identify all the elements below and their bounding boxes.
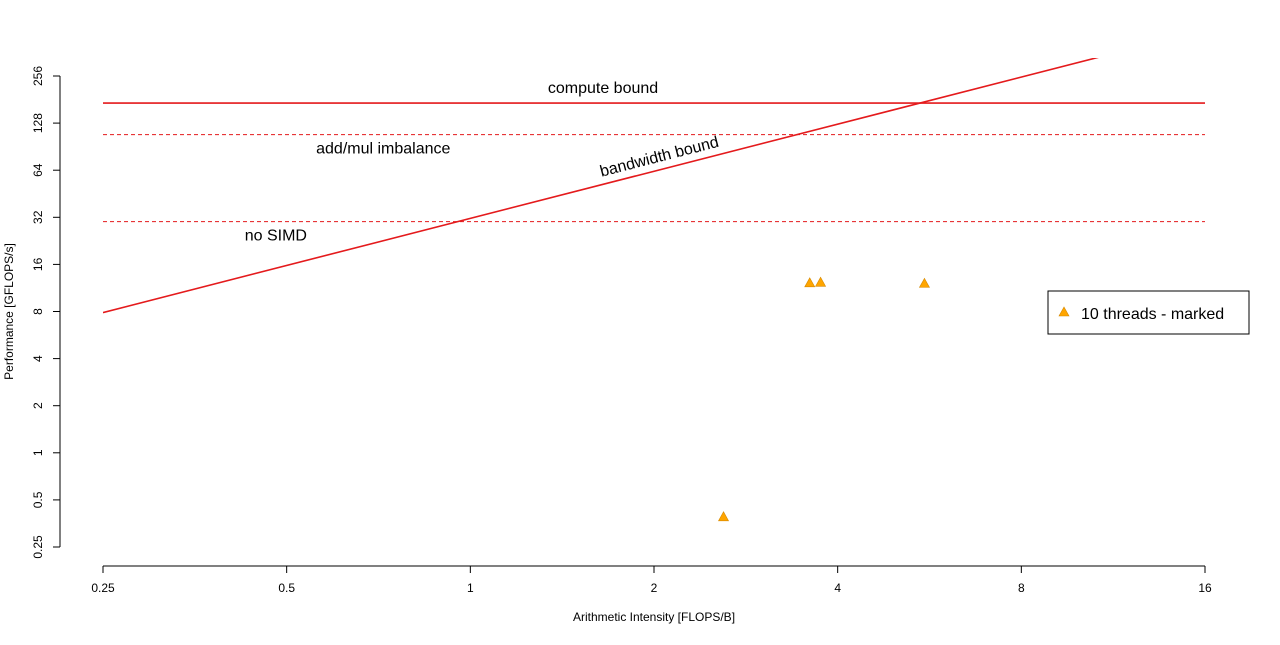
roof-lines	[103, 58, 1205, 314]
x-tick-label: 8	[1018, 581, 1025, 595]
data-point	[718, 511, 730, 522]
y-tick-label: 0.5	[31, 491, 45, 508]
x-axis-label: Arithmetic Intensity [FLOPS/B]	[573, 610, 735, 624]
legend-label: 10 threads - marked	[1081, 306, 1224, 323]
x-tick-label: 4	[834, 581, 841, 595]
y-tick-label: 8	[31, 308, 45, 315]
data-point	[815, 276, 827, 287]
x-tick-label: 1	[467, 581, 474, 595]
data-point	[918, 277, 930, 288]
legend-box	[1047, 290, 1250, 335]
y-axis-label: Performance [GFLOPS/s]	[2, 243, 16, 380]
y-tick-label: 64	[31, 163, 45, 177]
legend-marker	[1058, 306, 1070, 317]
x-tick-label: 2	[651, 581, 658, 595]
compute-bound-label: compute bound	[548, 80, 658, 97]
y-tick-label: 4	[31, 355, 45, 362]
bandwidth-bound-label: bandwidth bound	[598, 134, 720, 181]
ceiling-label: add/mul imbalance	[316, 141, 450, 158]
x-tick-label: 0.25	[91, 581, 115, 595]
x-tick-label: 0.5	[278, 581, 295, 595]
x-tick-label: 16	[1198, 581, 1212, 595]
bandwidth-bound-line	[103, 58, 1099, 314]
data-point	[804, 277, 816, 288]
y-tick-label: 0.25	[31, 535, 45, 559]
y-tick-label: 128	[31, 113, 45, 133]
y-tick-label: 256	[31, 66, 45, 86]
y-tick-label: 16	[31, 257, 45, 271]
ceiling-label: no SIMD	[245, 228, 307, 245]
y-tick-label: 2	[31, 402, 45, 409]
y-tick-label: 32	[31, 210, 45, 224]
y-tick-label: 1	[31, 449, 45, 456]
